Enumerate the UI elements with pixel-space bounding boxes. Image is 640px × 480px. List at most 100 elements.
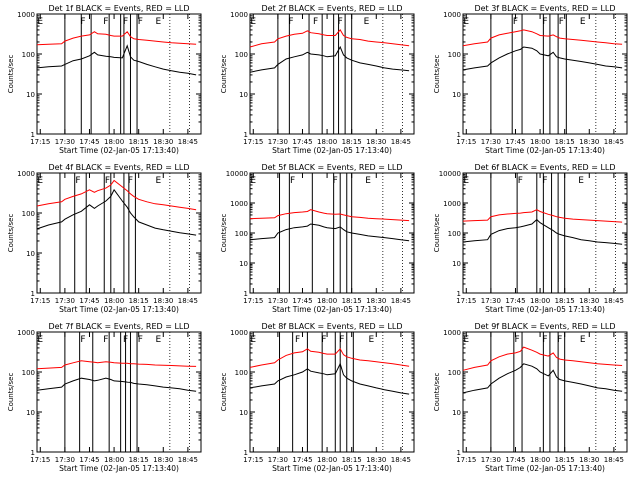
plot-frame xyxy=(462,172,628,294)
x-tick-label: 17:30 xyxy=(55,297,75,305)
y-tick-label: 100 xyxy=(22,210,35,218)
y-axis-label: Counts/sec xyxy=(7,214,15,253)
x-tick-label: 18:15 xyxy=(342,456,362,464)
interval-marker-label: E xyxy=(37,335,43,345)
interval-marker-label: E xyxy=(156,335,162,345)
x-tick-label: 17:30 xyxy=(268,297,288,305)
plot-frame xyxy=(249,331,415,453)
x-tick-label: 18:00 xyxy=(317,297,337,305)
y-tick-label: 1000 xyxy=(230,329,248,337)
interval-marker-label: F xyxy=(339,335,344,345)
x-tick-label: 18:15 xyxy=(129,138,149,146)
x-axis-label: Start Time (02-Jan-05 17:13:40) xyxy=(59,146,179,155)
y-tick-label: 100 xyxy=(235,369,248,377)
chart-panel: Det 7f BLACK = Events, RED = LLD 1 10 100 10… xyxy=(7,322,202,473)
y-tick-label: 1 xyxy=(244,131,248,139)
x-axis-label: Start Time (02-Jan-05 17:13:40) xyxy=(485,464,605,473)
events-series-line xyxy=(462,218,623,245)
x-tick-label: 17:30 xyxy=(268,456,288,464)
x-tick-label: 18:30 xyxy=(579,456,599,464)
x-tick-label: 18:15 xyxy=(342,138,362,146)
x-tick-label: 17:30 xyxy=(481,138,501,146)
plot-frame xyxy=(36,13,202,135)
interval-marker-label: F xyxy=(338,17,343,27)
chart-panel: Det 3f BLACK = Events, RED = LLD 1 10 100 10… xyxy=(433,4,628,155)
y-tick-label: 10 xyxy=(239,409,248,417)
y-tick-label: 1 xyxy=(457,290,461,298)
y-axis-label: Counts/sec xyxy=(7,373,15,412)
interval-marker-label: E xyxy=(580,17,586,27)
interval-marker-label: F xyxy=(138,335,143,345)
interval-marker-label: E xyxy=(250,17,256,27)
y-tick-label: 1000 xyxy=(17,170,35,178)
chart-panel: Det 8f BLACK = Events, RED = LLD 1 10 100 10… xyxy=(220,322,415,473)
x-tick-label: 17:45 xyxy=(505,297,525,305)
chart-title: Det 3f BLACK = Events, RED = LLD xyxy=(474,4,615,13)
x-tick-label: 17:15 xyxy=(243,297,263,305)
chart-panel: Det 1f BLACK = Events, RED = LLD 1 10 100 10… xyxy=(7,4,202,155)
y-tick-label: 1000 xyxy=(17,329,35,337)
interval-marker-label: F xyxy=(518,176,523,186)
plot-frame xyxy=(36,331,202,453)
events-series-line xyxy=(462,46,623,71)
chart-title: Det 9f BLACK = Events, RED = LLD xyxy=(474,322,615,331)
x-tick-label: 18:30 xyxy=(579,297,599,305)
interval-marker-label: F xyxy=(295,335,300,345)
x-tick-label: 18:45 xyxy=(178,456,198,464)
chart-title: Det 6f BLACK = Events, RED = LLD xyxy=(474,163,615,172)
interval-marker-label: E xyxy=(37,17,43,27)
y-tick-label: 100 xyxy=(22,51,35,59)
x-tick-label: 17:30 xyxy=(55,138,75,146)
interval-marker-label: F xyxy=(138,17,143,27)
interval-marker-label: E xyxy=(364,17,370,27)
x-tick-label: 17:15 xyxy=(30,138,50,146)
x-tick-label: 17:30 xyxy=(268,138,288,146)
interval-marker-label: F xyxy=(75,176,80,186)
y-tick-label: 1 xyxy=(31,290,35,298)
x-tick-label: 17:15 xyxy=(243,456,263,464)
plot-frame xyxy=(249,13,415,135)
chart-title: Det 2f BLACK = Events, RED = LLD xyxy=(261,4,402,13)
events-series-line xyxy=(36,44,197,76)
interval-marker-label: F xyxy=(288,17,293,27)
interval-marker-label: F xyxy=(557,335,562,345)
interval-marker-label: F xyxy=(80,17,85,27)
interval-marker-label: F xyxy=(80,335,85,345)
x-axis-label: Start Time (02-Jan-05 17:13:40) xyxy=(59,464,179,473)
x-tick-label: 17:45 xyxy=(79,456,99,464)
x-tick-label: 18:30 xyxy=(366,297,386,305)
y-tick-label: 1 xyxy=(244,290,248,298)
x-tick-label: 18:15 xyxy=(129,297,149,305)
interval-marker-label: F xyxy=(290,176,295,186)
x-tick-label: 18:30 xyxy=(153,297,173,305)
events-series-line xyxy=(36,188,197,236)
lld-series-line xyxy=(249,347,410,368)
interval-marker-label: F xyxy=(123,17,128,27)
interval-marker-label: E xyxy=(250,335,256,345)
chart-title: Det 4f BLACK = Events, RED = LLD xyxy=(48,163,189,172)
plot-frame xyxy=(36,172,202,294)
y-axis-label: Counts/sec xyxy=(220,55,228,94)
x-tick-label: 17:30 xyxy=(481,297,501,305)
x-tick-label: 18:15 xyxy=(555,297,575,305)
x-tick-label: 17:45 xyxy=(292,456,312,464)
y-tick-label: 1 xyxy=(31,449,35,457)
lld-series-line xyxy=(462,209,623,223)
y-tick-label: 10000 xyxy=(439,170,461,178)
interval-marker-label: E xyxy=(369,335,375,345)
x-tick-label: 17:15 xyxy=(30,297,50,305)
x-tick-label: 18:15 xyxy=(555,138,575,146)
y-tick-label: 100 xyxy=(448,230,461,238)
x-tick-label: 18:00 xyxy=(104,456,124,464)
x-axis-label: Start Time (02-Jan-05 17:13:40) xyxy=(485,305,605,314)
events-series-line xyxy=(249,223,410,242)
y-axis-label: Counts/sec xyxy=(433,373,441,412)
lld-series-line xyxy=(36,30,197,46)
y-tick-label: 100 xyxy=(448,51,461,59)
x-tick-label: 18:45 xyxy=(604,297,624,305)
y-axis-label: Counts/sec xyxy=(220,214,228,253)
interval-marker-label: F xyxy=(333,176,338,186)
y-tick-label: 1000 xyxy=(443,11,461,19)
x-axis-label: Start Time (02-Jan-05 17:13:40) xyxy=(272,464,392,473)
y-axis-label: Counts/sec xyxy=(433,55,441,94)
